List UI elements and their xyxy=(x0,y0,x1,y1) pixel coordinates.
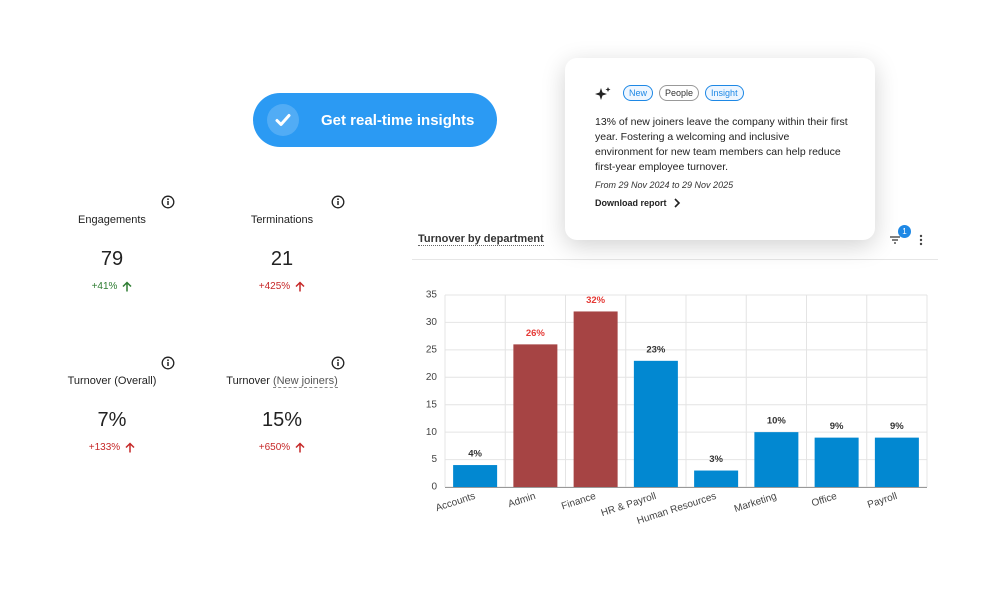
tag-list: New People Insight xyxy=(623,85,847,101)
kpi-change: +133% xyxy=(88,442,121,453)
kpi-change: +650% xyxy=(258,442,291,453)
x-tick-label: Office xyxy=(810,491,838,510)
kpi-title-link[interactable]: (New joiners) xyxy=(272,375,338,388)
value-label: 9% xyxy=(890,421,904,432)
insights-button[interactable]: Get real-time insights xyxy=(253,93,497,147)
button-label: Get real-time insights xyxy=(321,111,475,129)
value-label: 26% xyxy=(526,328,546,339)
x-tick-label: Payroll xyxy=(866,491,898,511)
menu-icon[interactable] xyxy=(918,234,924,246)
kpi-value: 21 xyxy=(270,248,294,270)
x-tick-label: Marketing xyxy=(733,491,778,515)
tag[interactable]: Insight xyxy=(705,85,744,101)
info-icon[interactable] xyxy=(161,356,175,370)
chart-title: Turnover by department xyxy=(418,233,544,246)
x-tick-label: Finance xyxy=(560,491,598,513)
y-tick-label: 0 xyxy=(431,482,437,493)
kpi-tile: Turnover (Overall) 7% +133% xyxy=(27,356,197,453)
kpi-tile: Terminations 21 +425% xyxy=(197,195,367,292)
kpi-value: 15% xyxy=(261,409,303,431)
download-label: Download report xyxy=(595,198,667,208)
kpi-title: Engagements xyxy=(78,214,146,226)
sparkle-icon xyxy=(595,87,611,100)
trend-arrow xyxy=(125,442,135,453)
y-tick-label: 5 xyxy=(431,454,437,465)
bar xyxy=(453,465,498,487)
insight-card: New People Insight 13% of new joiners le… xyxy=(565,58,875,240)
kpi-value: 7% xyxy=(97,409,127,431)
download-link[interactable]: Download report xyxy=(595,198,847,208)
kpi-title: Turnover (Overall) xyxy=(67,375,157,387)
date-range: From 29 Nov 2024 to 29 Nov 2025 xyxy=(595,180,734,190)
value-label: 3% xyxy=(709,454,723,465)
x-tick-label: Admin xyxy=(507,491,537,510)
insight-text: 13% of new joiners leave the company wit… xyxy=(595,116,848,173)
kpi-tile: Turnover (New joiners) 15% +650% xyxy=(197,356,367,453)
bar xyxy=(633,360,678,487)
y-tick-label: 30 xyxy=(426,317,438,328)
filter-icon[interactable] xyxy=(889,234,901,246)
bar xyxy=(513,344,558,487)
value-label: 10% xyxy=(767,416,787,427)
y-tick-label: 25 xyxy=(426,344,438,355)
info-icon[interactable] xyxy=(331,195,345,209)
bar xyxy=(573,311,618,487)
value-label: 9% xyxy=(830,421,844,432)
info-icon[interactable] xyxy=(331,356,345,370)
kpi-value: 79 xyxy=(100,248,124,270)
kpi-tile: Engagements 79 +41% xyxy=(27,195,197,292)
filter-badge: 1 xyxy=(898,225,911,238)
x-tick-label: Accounts xyxy=(434,491,477,514)
value-label: 4% xyxy=(468,449,482,460)
bar xyxy=(814,437,859,487)
info-icon[interactable] xyxy=(161,195,175,209)
bar xyxy=(694,470,739,487)
bar xyxy=(874,437,919,487)
kpi-title: Terminations xyxy=(250,214,314,226)
kpi-change: +425% xyxy=(258,281,291,292)
tag[interactable]: People xyxy=(659,85,700,101)
check-icon xyxy=(267,104,299,136)
value-label: 32% xyxy=(586,295,606,306)
tag[interactable]: New xyxy=(623,85,654,101)
value-label: 23% xyxy=(646,344,666,355)
y-tick-label: 35 xyxy=(426,290,438,301)
trend-arrow xyxy=(295,442,305,453)
trend-arrow xyxy=(295,281,305,292)
y-tick-label: 20 xyxy=(426,372,438,383)
bar xyxy=(754,432,799,487)
y-tick-label: 10 xyxy=(426,427,438,438)
kpi-title: Turnover xyxy=(226,375,270,387)
kpi-change: +41% xyxy=(91,281,118,292)
y-tick-label: 15 xyxy=(426,399,438,410)
trend-arrow xyxy=(122,281,132,292)
